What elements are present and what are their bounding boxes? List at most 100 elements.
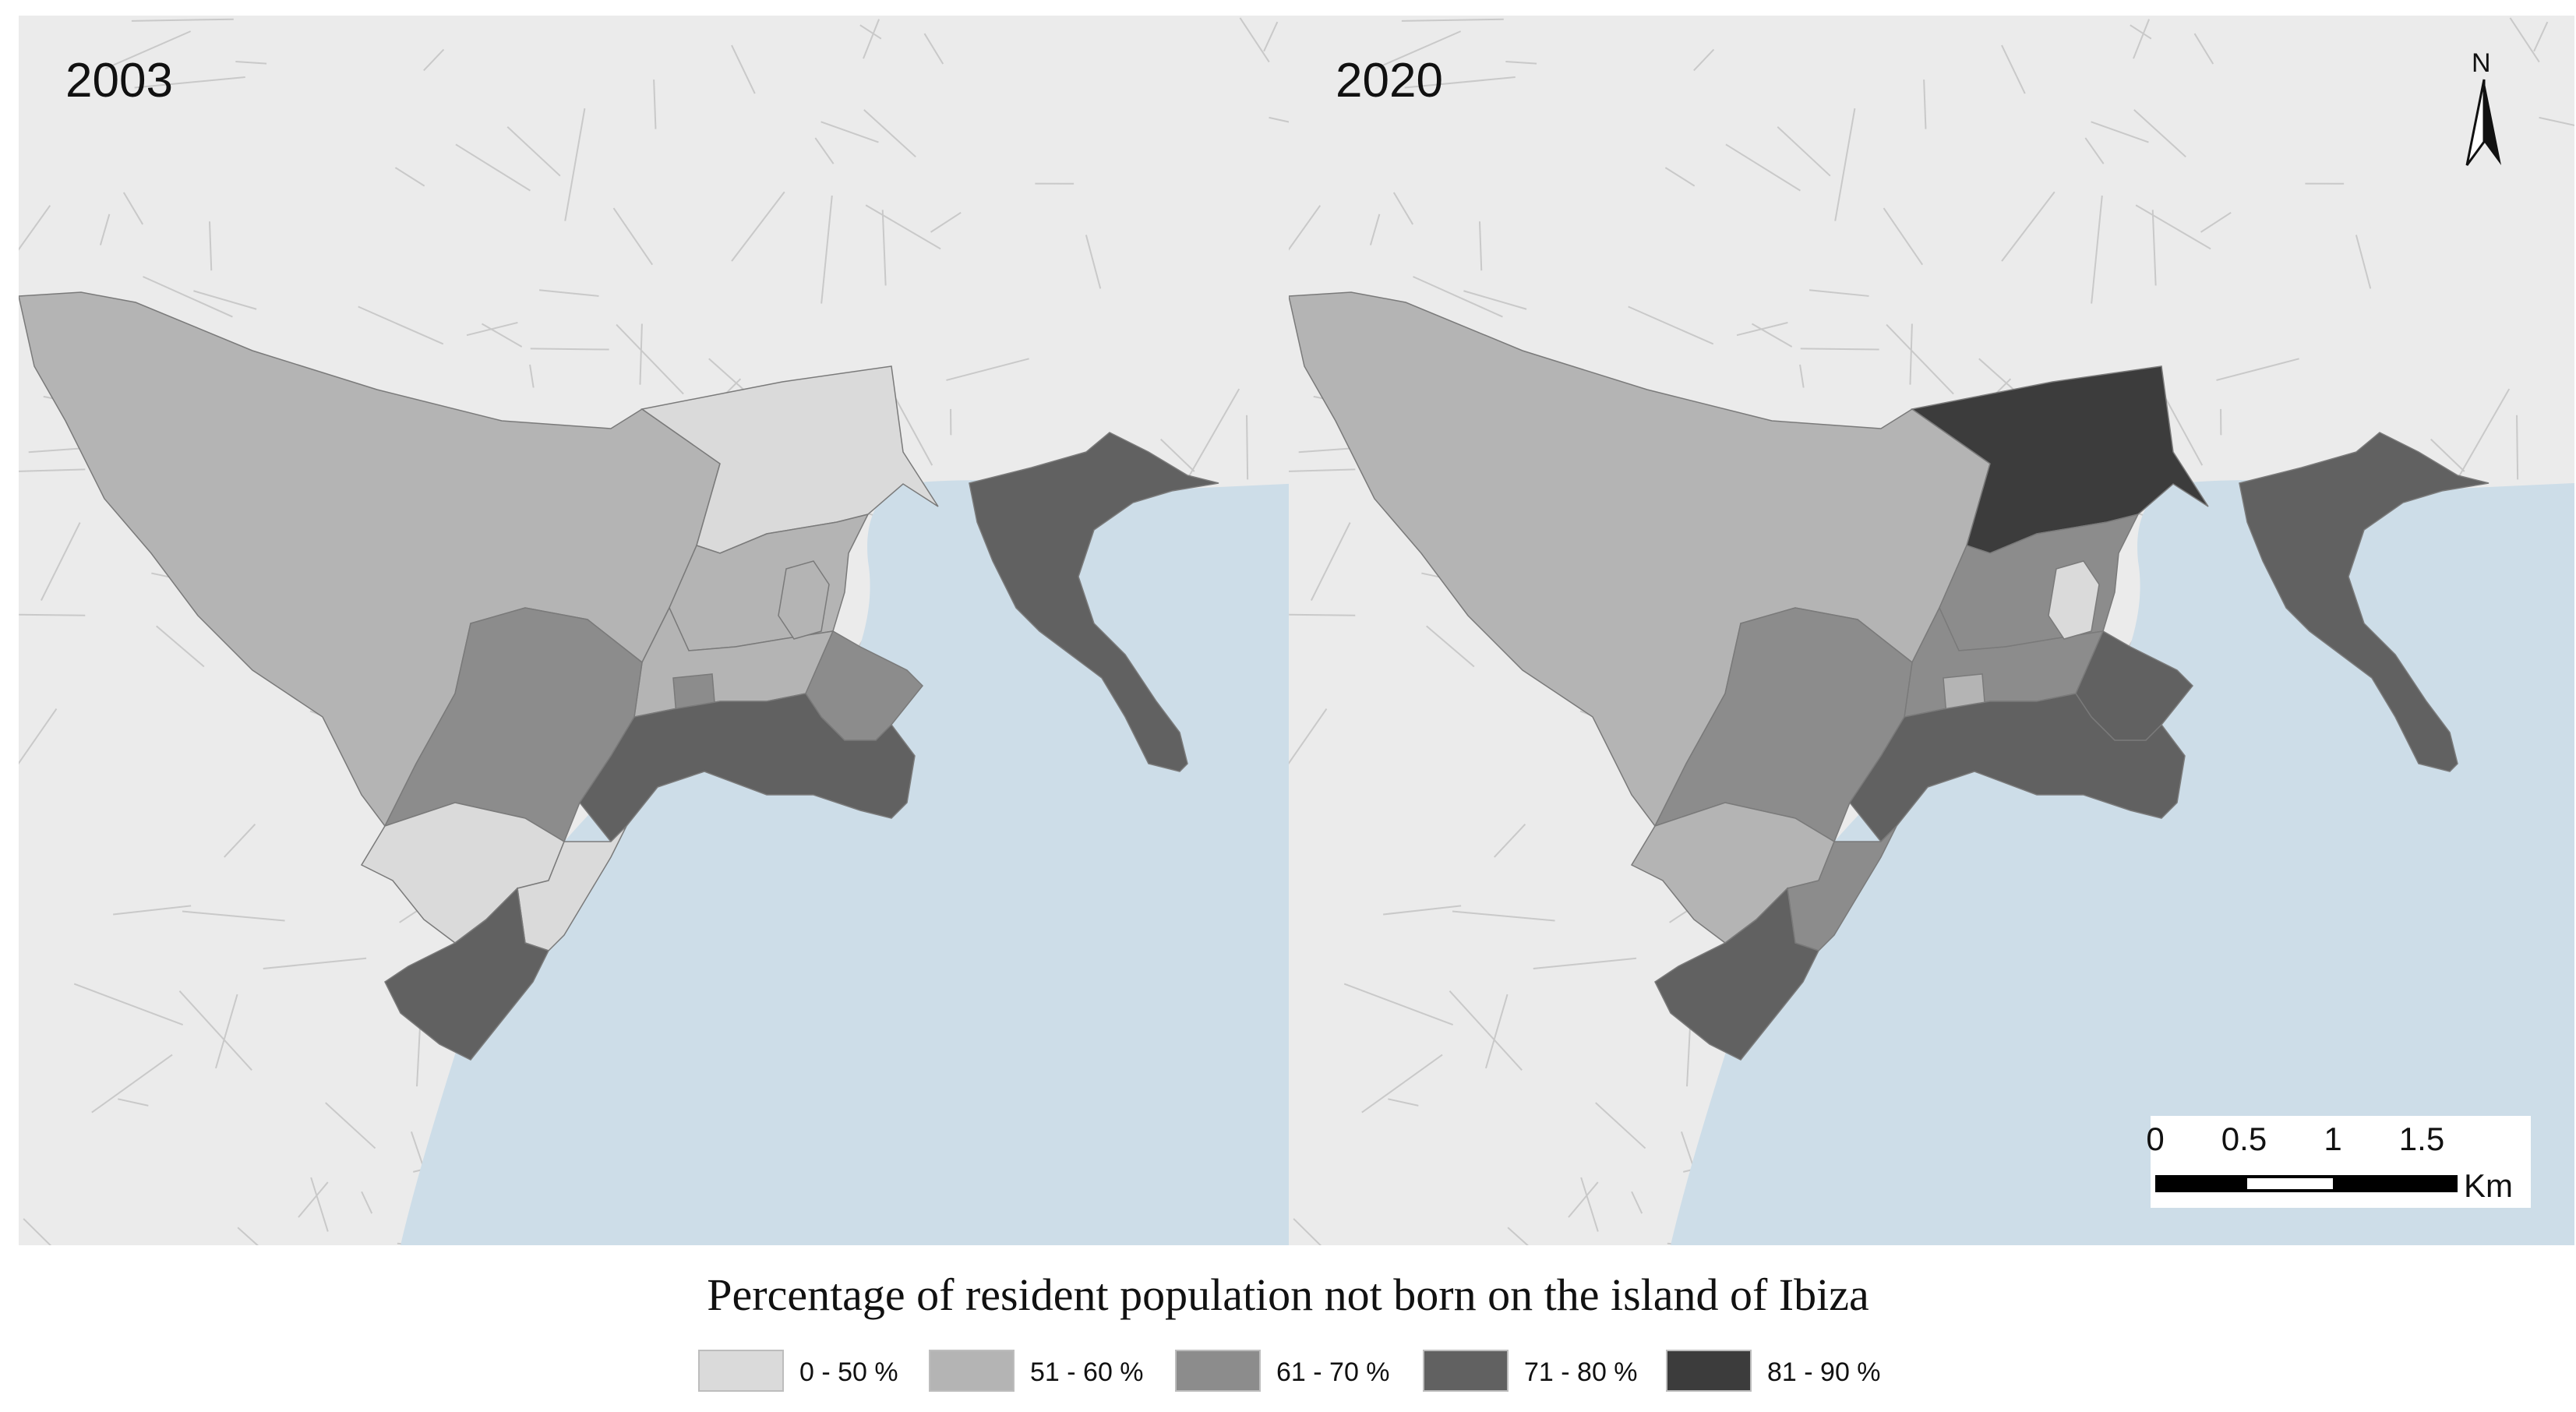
street-line bbox=[1185, 388, 1240, 482]
street-line bbox=[361, 1191, 373, 1214]
map-2003: 2003 bbox=[19, 16, 1304, 1245]
street-line bbox=[814, 137, 835, 164]
street-line bbox=[1580, 1177, 1599, 1232]
street-line bbox=[224, 823, 256, 858]
street-line bbox=[865, 204, 941, 250]
zone-harbor-east bbox=[969, 432, 1219, 772]
legend-label-61-70: 61 - 70 % bbox=[1276, 1357, 1390, 1387]
legend-title: Percentage of resident population not bo… bbox=[707, 1269, 1869, 1320]
legend-swatch-81-90 bbox=[1666, 1350, 1752, 1392]
street-line bbox=[1449, 990, 1523, 1071]
street-line bbox=[193, 290, 257, 310]
zone-southwest-dark bbox=[384, 887, 550, 1061]
street-line bbox=[2355, 235, 2372, 289]
street-line bbox=[394, 167, 425, 187]
street-line bbox=[325, 1102, 376, 1149]
scale-tick-1: 1 bbox=[2324, 1121, 2342, 1157]
street-line bbox=[529, 364, 535, 388]
street-line bbox=[1686, 1020, 1692, 1087]
street-line bbox=[1725, 143, 1801, 192]
street-line bbox=[91, 1054, 173, 1114]
street-line bbox=[1401, 18, 1504, 22]
street-line bbox=[19, 468, 86, 472]
street-line bbox=[122, 192, 144, 225]
legend-label-0-50: 0 - 50 % bbox=[799, 1357, 898, 1387]
street-line bbox=[1505, 61, 1537, 65]
street-line bbox=[1383, 905, 1462, 916]
zone-southwest-dark bbox=[1654, 887, 1820, 1061]
street-line bbox=[2084, 137, 2105, 164]
street-line bbox=[731, 44, 756, 94]
street-line bbox=[2001, 44, 2026, 94]
street-line bbox=[2133, 19, 2151, 59]
street-line bbox=[820, 195, 833, 304]
legend-swatch-61-70 bbox=[1175, 1350, 1261, 1392]
north-label: N bbox=[2472, 48, 2491, 78]
street-line bbox=[1269, 116, 1304, 126]
street-line bbox=[1289, 708, 1328, 765]
legend-label-71-80: 71 - 80 % bbox=[1524, 1357, 1638, 1387]
street-line bbox=[863, 19, 880, 59]
scale-segment-3 bbox=[2333, 1175, 2458, 1192]
street-line bbox=[23, 1218, 52, 1245]
street-line bbox=[263, 957, 367, 969]
street-line bbox=[2216, 358, 2299, 381]
street-line bbox=[208, 221, 213, 271]
street-line bbox=[156, 625, 205, 668]
street-line bbox=[2091, 121, 2149, 143]
street-line bbox=[1533, 957, 1637, 969]
street-line bbox=[1404, 76, 1516, 89]
street-line bbox=[178, 990, 252, 1071]
street-line bbox=[1751, 323, 1793, 348]
street-line bbox=[616, 323, 684, 395]
street-line bbox=[40, 522, 81, 602]
street-line bbox=[1239, 17, 1270, 63]
street-line bbox=[1484, 994, 1509, 1069]
street-line bbox=[28, 447, 85, 454]
legend-swatch-71-80 bbox=[1423, 1350, 1509, 1392]
street-line bbox=[1289, 613, 1356, 616]
street-line bbox=[118, 1098, 149, 1107]
street-line bbox=[820, 121, 879, 143]
street-line bbox=[237, 1227, 259, 1245]
street-line bbox=[2539, 116, 2574, 126]
street-line bbox=[1388, 1098, 1419, 1107]
zone-southwest-b bbox=[1787, 825, 1897, 951]
street-line bbox=[131, 18, 234, 22]
street-line bbox=[1293, 1218, 1322, 1245]
street-line bbox=[1799, 364, 1805, 388]
street-line bbox=[214, 994, 238, 1069]
street-line bbox=[1263, 21, 1279, 52]
street-line bbox=[863, 109, 916, 158]
street-line bbox=[1289, 468, 1356, 472]
map-2020: 2020 N 0 0.5 1 1.5 Km bbox=[1289, 16, 2574, 1245]
street-line bbox=[1909, 323, 1913, 385]
year-label-2003: 2003 bbox=[65, 54, 173, 108]
street-line bbox=[923, 33, 944, 65]
street-line bbox=[1392, 192, 1414, 225]
street-line bbox=[1298, 447, 1355, 454]
map-canvas-2003 bbox=[19, 17, 1304, 1245]
street-line bbox=[143, 276, 233, 318]
street-line bbox=[1808, 289, 1869, 297]
street-line bbox=[653, 79, 657, 129]
year-label-2020: 2020 bbox=[1336, 54, 1443, 108]
street-line bbox=[2001, 191, 2056, 262]
street-line bbox=[1507, 1227, 1529, 1245]
zone-center-light bbox=[2048, 560, 2100, 640]
street-line bbox=[19, 205, 51, 251]
zone-mid-west bbox=[1653, 607, 1913, 843]
street-line bbox=[73, 983, 183, 1025]
legend-swatch-0-50 bbox=[698, 1350, 784, 1392]
street-line bbox=[930, 211, 962, 233]
street-line bbox=[2430, 438, 2465, 472]
street-line bbox=[1452, 910, 1555, 922]
street-line bbox=[1568, 1181, 1599, 1218]
scale-unit: Km bbox=[2464, 1167, 2513, 1204]
street-line bbox=[639, 323, 643, 385]
zone-harbor-east bbox=[2239, 432, 2490, 772]
sea bbox=[401, 480, 1304, 1245]
street-line bbox=[455, 143, 531, 192]
street-line bbox=[481, 323, 523, 348]
